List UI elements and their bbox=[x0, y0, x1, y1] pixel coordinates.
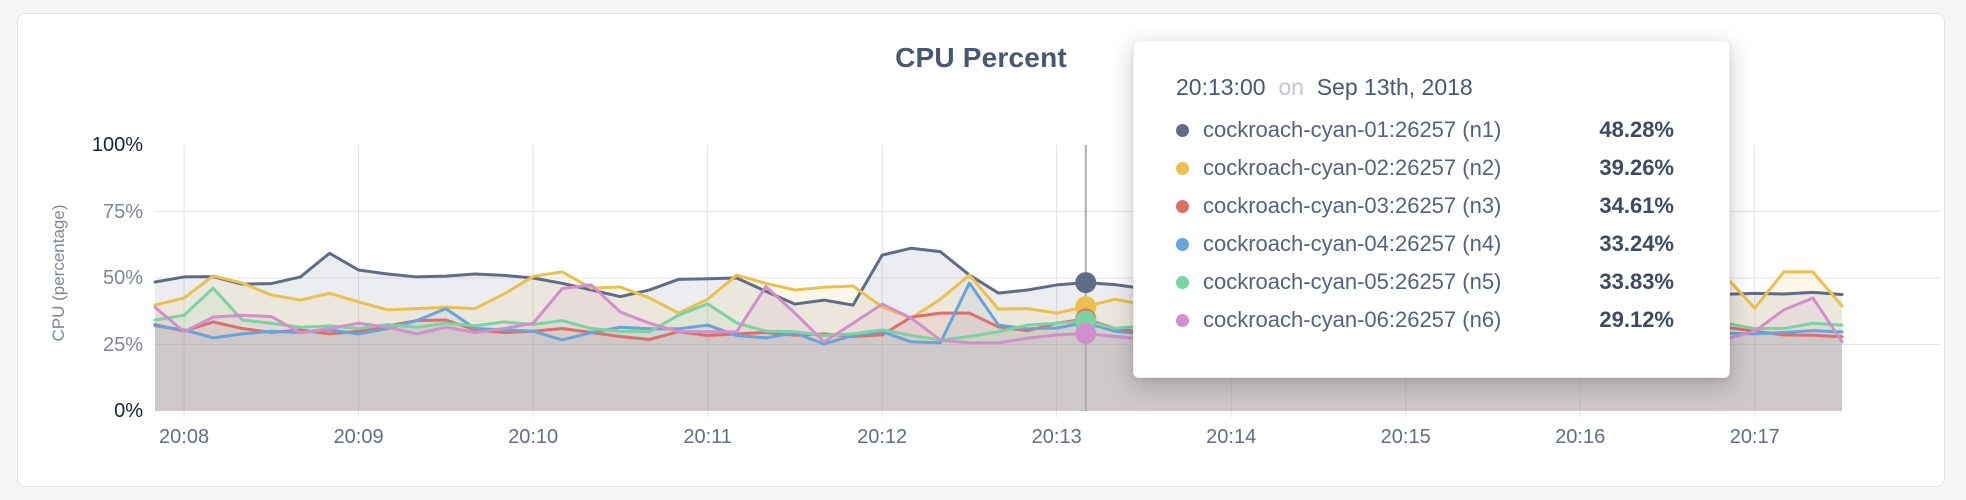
tooltip-series-row: cockroach-cyan-05:26257 (n5) 33.83% bbox=[1176, 263, 1674, 301]
series-color-dot bbox=[1176, 313, 1189, 327]
series-name: cockroach-cyan-06:26257 (n6) bbox=[1203, 307, 1502, 332]
tooltip-series-row: cockroach-cyan-02:26257 (n2) 39.26% bbox=[1176, 149, 1674, 187]
series-name: cockroach-cyan-05:26257 (n5) bbox=[1203, 269, 1502, 294]
series-color-dot bbox=[1176, 161, 1189, 175]
series-name: cockroach-cyan-03:26257 (n3) bbox=[1203, 193, 1502, 218]
series-name: cockroach-cyan-04:26257 (n4) bbox=[1203, 231, 1502, 256]
series-value: 34.61% bbox=[1599, 193, 1674, 218]
tooltip-on-text: on bbox=[1278, 74, 1304, 100]
series-color-dot bbox=[1176, 275, 1189, 289]
hover-tooltip: 20:13:00 on Sep 13th, 2018 cockroach-cya… bbox=[1133, 40, 1730, 378]
tooltip-series-row: cockroach-cyan-06:26257 (n6) 29.12% bbox=[1176, 301, 1674, 339]
series-name: cockroach-cyan-01:26257 (n1) bbox=[1203, 117, 1502, 142]
series-value: 33.24% bbox=[1599, 231, 1674, 256]
series-color-dot bbox=[1176, 123, 1189, 137]
tooltip-date: Sep 13th, 2018 bbox=[1316, 74, 1473, 100]
series-name: cockroach-cyan-02:26257 (n2) bbox=[1203, 155, 1502, 180]
series-value: 39.26% bbox=[1599, 155, 1674, 180]
series-value: 33.83% bbox=[1599, 269, 1674, 294]
y-axis-title: CPU (percentage) bbox=[49, 204, 68, 342]
tooltip-series-row: cockroach-cyan-04:26257 (n4) 33.24% bbox=[1176, 225, 1674, 263]
tooltip-series-row: cockroach-cyan-03:26257 (n3) 34.61% bbox=[1176, 187, 1674, 225]
series-color-dot bbox=[1176, 237, 1189, 251]
series-color-dot bbox=[1176, 199, 1189, 213]
series-value: 48.28% bbox=[1599, 117, 1674, 142]
tooltip-spacer bbox=[1304, 74, 1310, 100]
series-value: 29.12% bbox=[1599, 307, 1674, 332]
tooltip-header: 20:13:00 on Sep 13th, 2018 bbox=[1176, 71, 1674, 103]
tooltip-series-row: cockroach-cyan-01:26257 (n1) 48.28% bbox=[1176, 111, 1674, 149]
tooltip-time: 20:13:00 bbox=[1176, 74, 1266, 100]
hover-dots bbox=[1075, 272, 1097, 345]
chart-title: CPU Percent bbox=[895, 42, 1067, 73]
